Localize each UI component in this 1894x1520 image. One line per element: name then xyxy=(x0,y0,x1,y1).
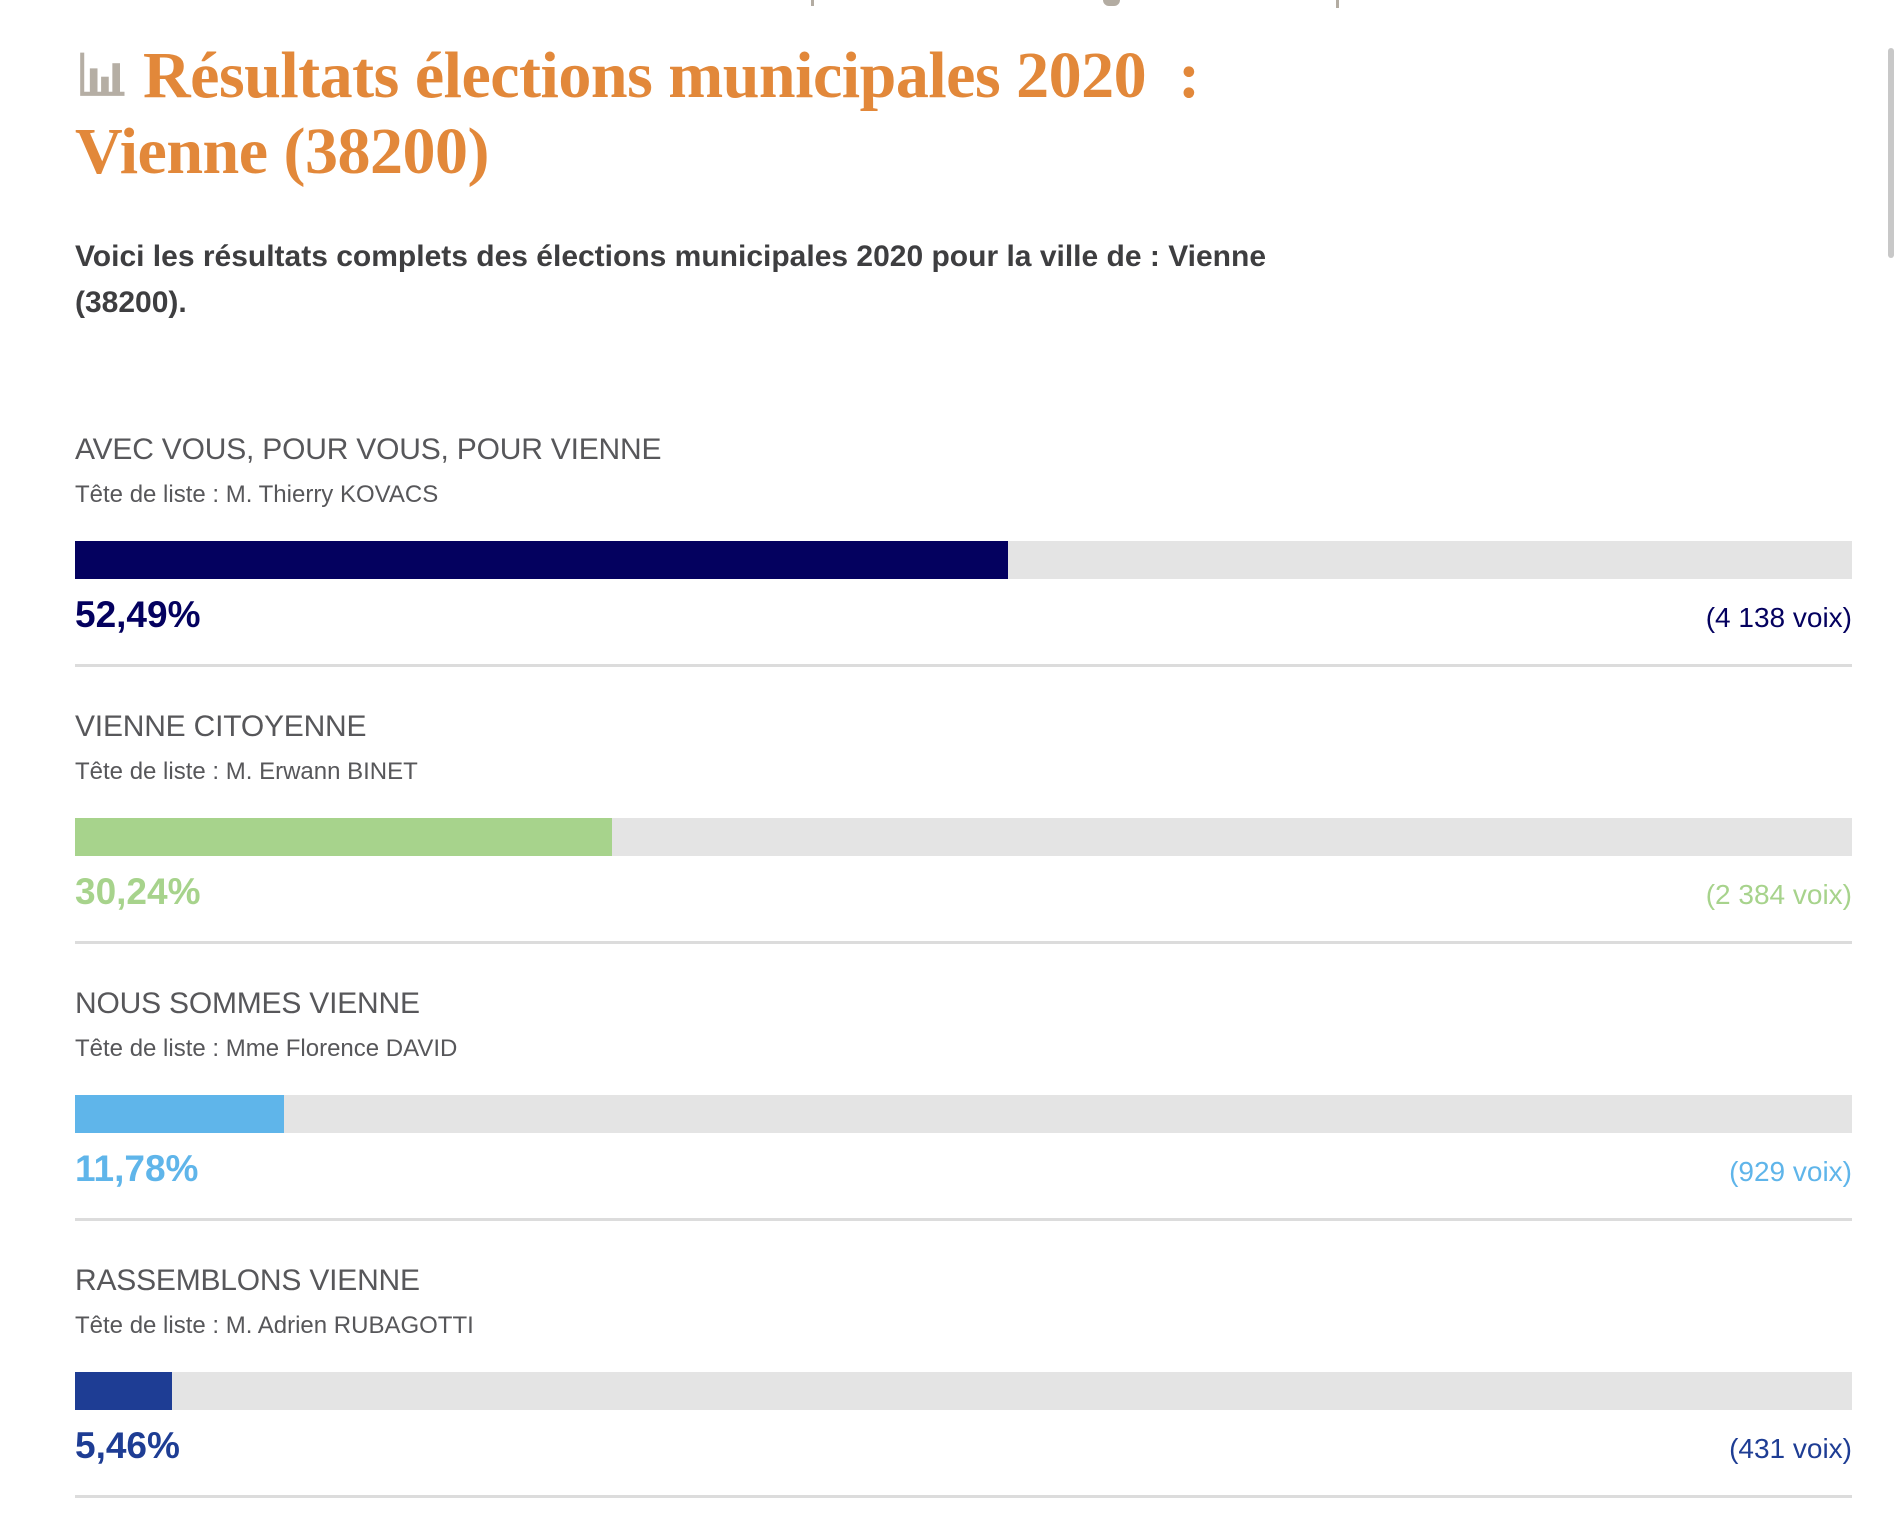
result-bar-track xyxy=(75,1372,1852,1411)
votes-label: (2 384 voix) xyxy=(1705,879,1852,911)
result-bar-fill xyxy=(75,1095,285,1134)
list-name: NOUS SOMMES VIENNE xyxy=(75,987,420,1021)
result-bar-track xyxy=(75,1095,1852,1134)
candidate-result-2: VIENNE CITOYENNE Tête de liste : M. Erwa… xyxy=(75,707,1852,945)
list-head: Tête de liste : M. Erwann BINET xyxy=(75,758,418,786)
percentage-label: 52,49% xyxy=(75,594,201,636)
candidate-result-3: NOUS SOMMES VIENNE Tête de liste : Mme F… xyxy=(75,984,1852,1222)
percentage-label: 5,46% xyxy=(75,1425,180,1467)
section-divider xyxy=(75,941,1852,945)
results-page: Résultats élections municipales 2020 : V… xyxy=(75,0,1852,1499)
percentage-label: 11,78% xyxy=(75,1148,199,1190)
intro-line1: Voici les résultats complets des électio… xyxy=(75,240,1267,274)
result-bar-fill xyxy=(75,818,613,857)
page-title-line2: Vienne (38200) xyxy=(75,115,490,188)
section-divider xyxy=(75,1218,1852,1222)
bar-chart-icon xyxy=(75,42,129,118)
result-bar-fill xyxy=(75,1372,173,1411)
list-name: RASSEMBLONS VIENNE xyxy=(75,1264,420,1298)
page-title-line1: Résultats élections municipales 2020 : xyxy=(143,39,1200,112)
cropped-nav-fragment xyxy=(1103,0,1120,6)
section-divider xyxy=(75,1495,1852,1499)
list-head: Tête de liste : Mme Florence DAVID xyxy=(75,1035,458,1063)
intro-line2: (38200). xyxy=(75,286,187,320)
list-head: Tête de liste : M. Thierry KOVACS xyxy=(75,481,439,509)
votes-label: (431 voix) xyxy=(1729,1433,1852,1465)
list-head: Tête de liste : M. Adrien RUBAGOTTI xyxy=(75,1312,474,1340)
intro-paragraph: Voici les résultats complets des électio… xyxy=(75,234,1852,326)
section-divider xyxy=(75,664,1852,668)
list-name: AVEC VOUS, POUR VOUS, POUR VIENNE xyxy=(75,433,662,467)
cropped-nav-fragment xyxy=(811,0,814,6)
result-bar-track xyxy=(75,818,1852,857)
result-bar-track xyxy=(75,541,1852,580)
percentage-label: 30,24% xyxy=(75,871,201,913)
votes-label: (4 138 voix) xyxy=(1705,602,1852,634)
page-title: Résultats élections municipales 2020 : V… xyxy=(75,38,1852,190)
candidate-result-1: AVEC VOUS, POUR VOUS, POUR VIENNE Tête d… xyxy=(75,430,1852,668)
votes-label: (929 voix) xyxy=(1729,1156,1852,1188)
vertical-scrollbar-thumb[interactable] xyxy=(1888,48,1894,258)
result-bar-fill xyxy=(75,541,1008,580)
list-name: VIENNE CITOYENNE xyxy=(75,710,367,744)
candidate-result-4: RASSEMBLONS VIENNE Tête de liste : M. Ad… xyxy=(75,1261,1852,1499)
cropped-nav-fragment xyxy=(1336,0,1339,8)
